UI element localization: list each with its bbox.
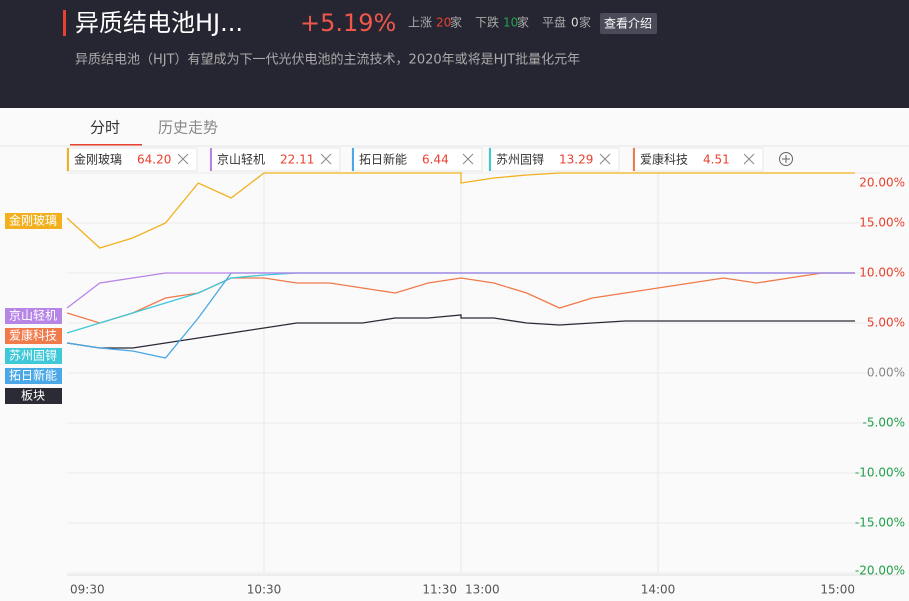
unit: 家	[579, 15, 591, 30]
series-tag	[5, 348, 62, 364]
series-tag	[5, 388, 62, 404]
legend-close[interactable]	[177, 153, 189, 165]
x-tick-label: 14:00	[641, 583, 676, 597]
legend-swatch	[633, 148, 635, 171]
y-tick-label: 10.00%	[859, 266, 905, 280]
legend-close[interactable]	[599, 153, 611, 165]
flat-count: 0	[571, 16, 579, 30]
legend-name: 苏州固锝	[496, 153, 544, 167]
x-tick-label: 11:30	[422, 583, 457, 597]
series-tag-label: 拓日新能	[9, 368, 57, 383]
legend-name: 金刚玻璃	[74, 152, 122, 167]
title-marker	[63, 10, 66, 36]
series-line	[66, 314, 855, 349]
series-tag	[5, 308, 62, 324]
legend-swatch	[210, 148, 212, 171]
series-tag	[5, 328, 62, 344]
legend-swatch	[352, 148, 354, 171]
legend-price: 4.51	[703, 153, 730, 167]
flat-label: 平盘	[542, 15, 566, 30]
series-tag-label: 板块	[21, 389, 45, 403]
up-count: 20	[436, 16, 451, 30]
y-tick-label: -5.00%	[863, 416, 905, 430]
legend-name: 拓日新能	[359, 152, 407, 167]
y-tick-label: -20.00%	[855, 564, 905, 578]
x-tick-label: 10:30	[247, 583, 282, 597]
x-tick-label: 13:00	[465, 583, 500, 597]
y-tick-label: 20.00%	[859, 176, 905, 190]
header-bg	[0, 0, 909, 108]
unit: 家	[517, 15, 529, 30]
change: +5.19%	[300, 9, 396, 37]
series-line	[66, 272, 855, 309]
legend-swatch	[67, 148, 69, 171]
series-tag-label: 爱康科技	[9, 328, 57, 343]
legend-price: 13.29	[559, 153, 593, 167]
title: 异质结电池HJ...	[75, 9, 243, 37]
series-line	[66, 172, 855, 249]
up-label: 上涨	[408, 15, 432, 30]
down-count: 10	[503, 16, 518, 30]
legend-close[interactable]	[320, 153, 332, 165]
legend-swatch	[489, 148, 491, 171]
x-tick-label: 15:00	[820, 583, 855, 597]
y-tick-label: 15.00%	[859, 216, 905, 230]
content-bg	[0, 108, 909, 601]
legend-price: 6.44	[422, 153, 449, 167]
tab-active[interactable]: 分时	[90, 119, 120, 137]
tab-underline	[70, 144, 142, 146]
series-tag	[5, 368, 62, 384]
legend-price: 22.11	[280, 153, 314, 167]
down-label: 下跌	[475, 15, 499, 30]
y-tick-label: -15.00%	[855, 516, 905, 530]
intro-button-text[interactable]: 查看介绍	[604, 17, 652, 31]
add-icon-plus	[782, 155, 790, 163]
legend-close[interactable]	[743, 153, 755, 165]
unit: 家	[450, 15, 462, 30]
intro-button[interactable]	[600, 13, 657, 34]
legend-name: 爱康科技	[640, 152, 688, 167]
x-tick-label: 09:30	[70, 583, 105, 597]
legend-close[interactable]	[462, 153, 474, 165]
series-tag-label: 苏州固锝	[9, 349, 57, 363]
add-icon[interactable]	[779, 152, 793, 166]
tab[interactable]: 历史走势	[158, 119, 218, 137]
series-tag-label: 金刚玻璃	[9, 213, 57, 228]
legend-price: 64.20	[137, 153, 171, 167]
y-tick-label: 0.00%	[867, 366, 905, 380]
description: 异质结电池（HJT）有望成为下一代光伏电池的主流技术，2020年或将是HJT批量…	[75, 52, 580, 68]
y-tick-label: -10.00%	[855, 466, 905, 480]
series-tag	[5, 213, 62, 229]
series-tag-label: 京山轻机	[9, 309, 57, 323]
legend-name: 京山轻机	[217, 153, 265, 167]
y-tick-label: 5.00%	[867, 316, 905, 330]
